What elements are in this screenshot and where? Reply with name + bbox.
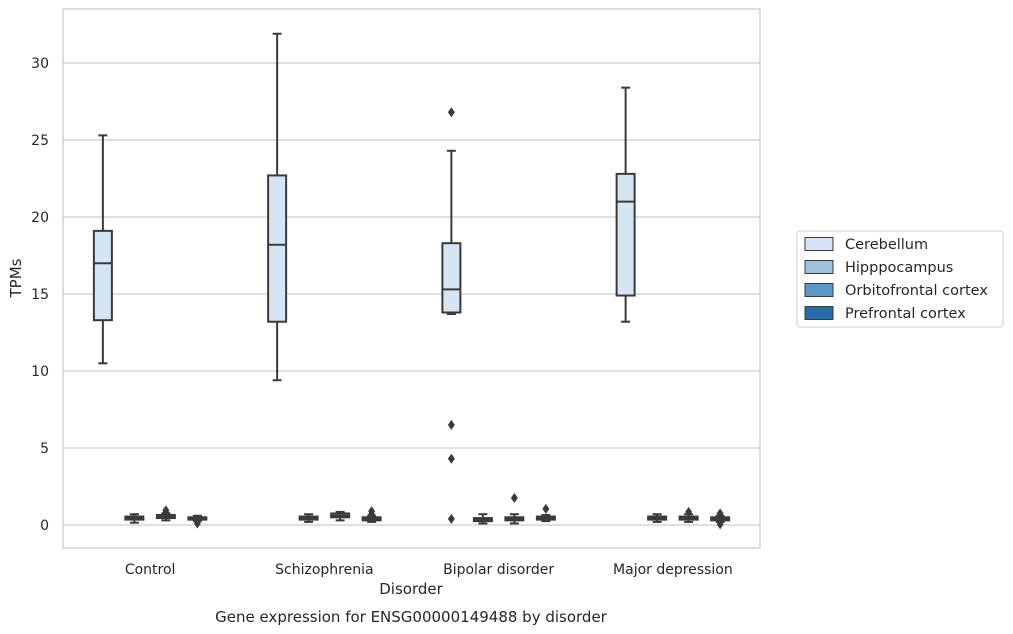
x-tick-label: Bipolar disorder bbox=[443, 562, 554, 578]
outlier-point bbox=[162, 507, 170, 518]
outlier-point bbox=[193, 518, 201, 529]
legend: Cerebellum Hipppocampus Orbitofrontal cort… bbox=[796, 230, 1004, 328]
legend-swatch bbox=[804, 306, 834, 320]
legend-frame bbox=[796, 230, 1004, 328]
legend-label: Prefrontal cortex bbox=[845, 306, 966, 322]
legend-label: Orbitofrontal cortex bbox=[845, 283, 988, 299]
y-axis-label: TPMs bbox=[7, 258, 25, 298]
outlier-point bbox=[447, 419, 455, 430]
legend-label: Cerebellum bbox=[845, 237, 928, 253]
plot-frame bbox=[62, 8, 761, 549]
box-group bbox=[267, 32, 288, 382]
box-group bbox=[710, 508, 731, 530]
y-tick-labels: 0 5 10 15 20 25 30 bbox=[31, 56, 49, 534]
box-group bbox=[472, 513, 493, 525]
box-group bbox=[361, 506, 382, 523]
y-tick-label: 5 bbox=[40, 441, 49, 457]
box-plots bbox=[92, 32, 731, 530]
outlier-point bbox=[542, 503, 550, 514]
legend-swatch bbox=[804, 260, 834, 274]
outlier-point bbox=[447, 453, 455, 464]
box-iqr bbox=[441, 242, 462, 314]
box-group bbox=[441, 107, 462, 524]
box-group bbox=[647, 513, 668, 523]
x-tick-label: Schizophrenia bbox=[275, 562, 373, 578]
outlier-point bbox=[447, 107, 455, 118]
outlier-point bbox=[685, 506, 693, 517]
x-tick-label: Major depression bbox=[613, 562, 733, 578]
box-group bbox=[298, 513, 319, 523]
outlier-point bbox=[716, 519, 724, 530]
y-tick-label: 0 bbox=[40, 518, 49, 534]
box-group bbox=[615, 86, 636, 323]
y-tick-label: 20 bbox=[31, 210, 49, 226]
box-iqr bbox=[267, 174, 288, 323]
y-tick-label: 10 bbox=[31, 364, 49, 380]
box-group bbox=[330, 510, 351, 522]
box-group bbox=[678, 506, 699, 523]
x-tick-label: Control bbox=[125, 562, 176, 578]
grid-lines bbox=[63, 62, 760, 526]
outlier-point bbox=[368, 509, 376, 520]
outlier-point bbox=[510, 493, 518, 504]
box-iqr bbox=[92, 229, 113, 322]
box-iqr bbox=[615, 172, 636, 297]
box-group bbox=[187, 514, 208, 529]
y-tick-label: 30 bbox=[31, 56, 49, 72]
box-group bbox=[535, 503, 556, 523]
legend-label: Hipppocampus bbox=[845, 260, 953, 276]
y-tick-label: 15 bbox=[31, 287, 49, 303]
box-group bbox=[92, 134, 113, 365]
x-tick-labels: Control Schizophrenia Bipolar disorder Majo… bbox=[125, 562, 733, 578]
box-group bbox=[124, 513, 145, 524]
x-axis-label: Disorder bbox=[379, 580, 443, 598]
outlier-point bbox=[716, 513, 724, 524]
box-group bbox=[504, 493, 525, 525]
outlier-point bbox=[447, 513, 455, 524]
legend-swatch bbox=[804, 237, 834, 251]
legend-swatch bbox=[804, 283, 834, 297]
y-tick-label: 25 bbox=[31, 133, 49, 149]
box-group bbox=[155, 505, 176, 522]
chart-title: Gene expression for ENSG00000149488 by d… bbox=[215, 608, 608, 626]
